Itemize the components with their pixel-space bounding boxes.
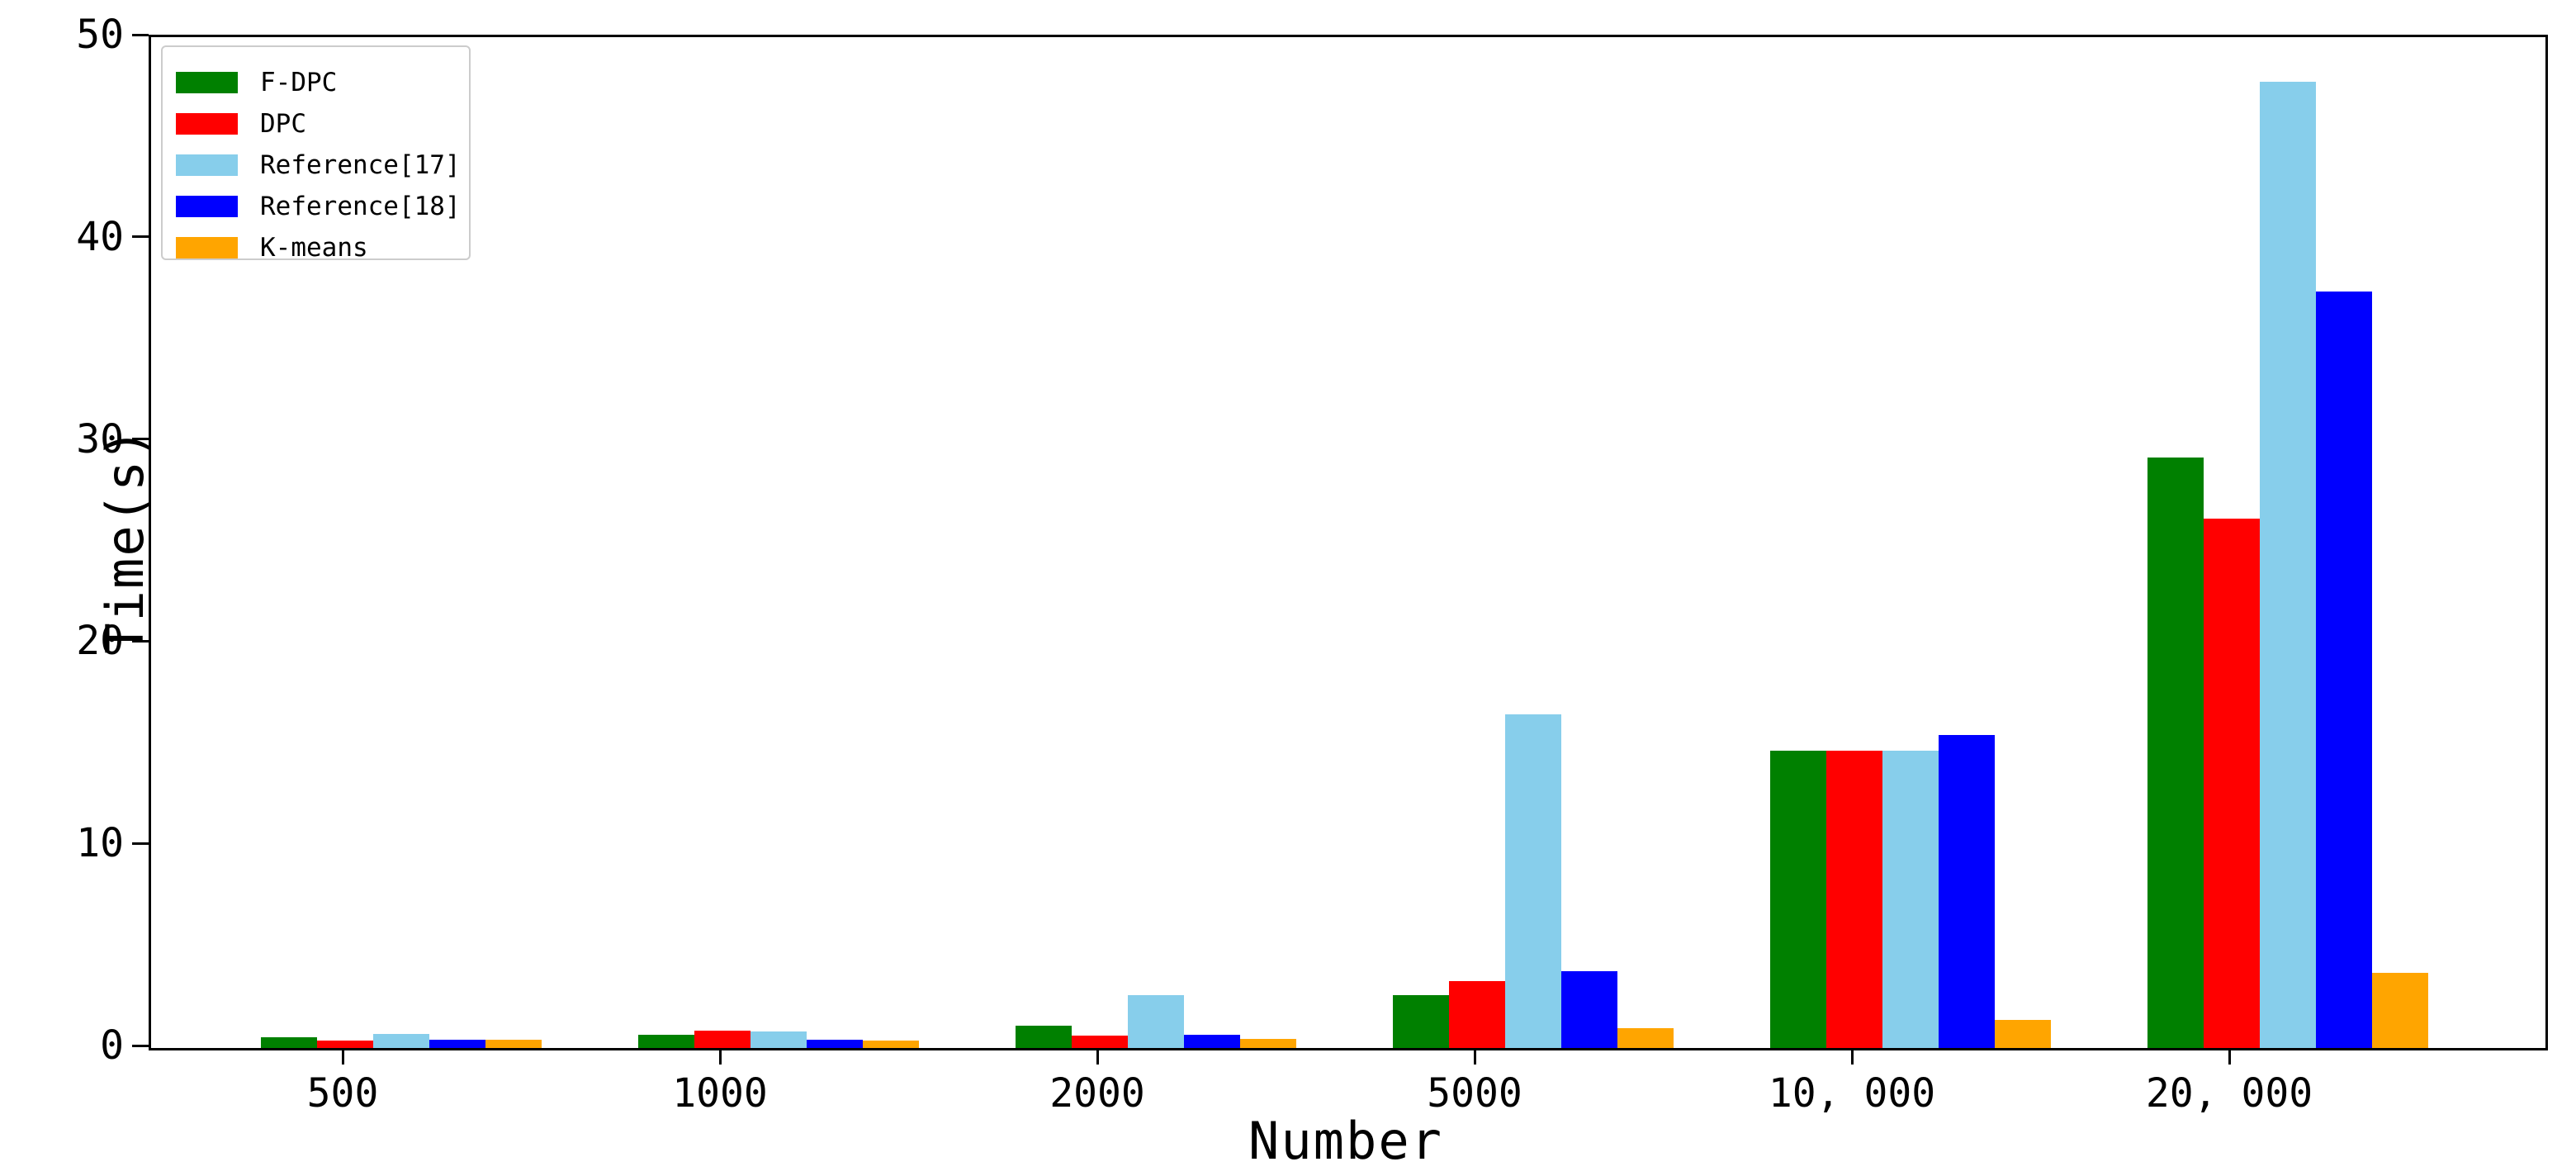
- legend-swatch: [176, 237, 238, 258]
- bar-reference-17--10000: [1882, 751, 1939, 1048]
- y-tick-label: 30: [76, 415, 124, 462]
- y-tick: [132, 33, 149, 36]
- bar-dpc-20000: [2204, 518, 2260, 1048]
- bar-dpc-5000: [1449, 981, 1505, 1048]
- legend-label: Reference[18]: [260, 192, 461, 221]
- bar-reference-18--5000: [1561, 970, 1617, 1048]
- x-tick-label: 20, 000: [2145, 1070, 2313, 1117]
- x-tick-label: 500: [306, 1070, 379, 1117]
- bar-f-dpc-2000: [1016, 1026, 1072, 1048]
- y-tick-label: 20: [76, 618, 124, 665]
- legend-swatch: [176, 196, 238, 217]
- x-tick: [2228, 1048, 2231, 1065]
- bar-f-dpc-10000: [1770, 751, 1826, 1048]
- legend: F-DPC DPC Reference[17] Reference[18] K-mean…: [161, 45, 471, 263]
- x-tick: [341, 1048, 344, 1065]
- y-tick: [132, 1044, 149, 1047]
- legend-swatch: [176, 113, 238, 135]
- legend-label: Reference[17]: [260, 150, 461, 180]
- x-tick: [1850, 1048, 1854, 1065]
- y-tick-label: 50: [76, 12, 124, 58]
- bar-dpc-2000: [1072, 1036, 1128, 1048]
- bar-reference-18--10000: [1939, 734, 1995, 1048]
- legend-item: DPC: [163, 103, 469, 145]
- legend-item: F-DPC: [163, 62, 469, 103]
- x-tick: [1473, 1048, 1476, 1065]
- legend-item: Reference[18]: [163, 186, 469, 227]
- bar-k-means-500: [485, 1040, 542, 1048]
- y-tick-label: 40: [76, 213, 124, 260]
- plot-area: [149, 35, 2548, 1050]
- bar-reference-18--20000: [2316, 292, 2372, 1048]
- bar-reference-17--2000: [1128, 995, 1184, 1048]
- x-tick: [718, 1048, 722, 1065]
- bar-f-dpc-5000: [1393, 995, 1449, 1048]
- legend-swatch: [176, 72, 238, 93]
- bar-k-means-1000: [863, 1040, 919, 1048]
- x-axis-label: Number: [1248, 1111, 1443, 1171]
- bar-dpc-10000: [1826, 751, 1882, 1048]
- bar-reference-17--1000: [751, 1031, 807, 1048]
- y-tick: [132, 235, 149, 239]
- x-tick-label: 1000: [672, 1070, 768, 1117]
- y-tick-label: 0: [100, 1022, 124, 1069]
- legend-item: K-means: [163, 227, 469, 268]
- y-tick: [132, 438, 149, 441]
- y-tick: [132, 639, 149, 643]
- bar-dpc-1000: [694, 1031, 751, 1048]
- bar-f-dpc-1000: [638, 1035, 694, 1048]
- bar-f-dpc-500: [261, 1036, 317, 1048]
- bar-reference-17--20000: [2260, 81, 2316, 1048]
- bar-reference-17--500: [373, 1033, 429, 1048]
- x-tick-label: 5000: [1427, 1070, 1522, 1117]
- legend-label: F-DPC: [260, 68, 338, 97]
- legend-label: DPC: [260, 109, 306, 139]
- y-tick: [132, 842, 149, 845]
- bar-reference-18--1000: [807, 1039, 863, 1048]
- bar-f-dpc-20000: [2147, 458, 2204, 1048]
- bar-k-means-5000: [1617, 1027, 1674, 1048]
- legend-swatch: [176, 154, 238, 176]
- x-tick-label: 2000: [1049, 1070, 1145, 1117]
- bar-k-means-2000: [1240, 1038, 1296, 1048]
- bar-reference-17--5000: [1505, 714, 1561, 1048]
- bar-k-means-10000: [1995, 1019, 2051, 1048]
- legend-label: K-means: [260, 233, 368, 263]
- legend-item: Reference[17]: [163, 145, 469, 186]
- x-tick: [1096, 1048, 1099, 1065]
- bar-k-means-20000: [2372, 973, 2428, 1048]
- y-tick-label: 10: [76, 820, 124, 867]
- bar-reference-18--2000: [1184, 1035, 1240, 1048]
- x-tick-label: 10, 000: [1768, 1070, 1936, 1117]
- bar-reference-18--500: [429, 1040, 485, 1048]
- bar-dpc-500: [317, 1041, 373, 1048]
